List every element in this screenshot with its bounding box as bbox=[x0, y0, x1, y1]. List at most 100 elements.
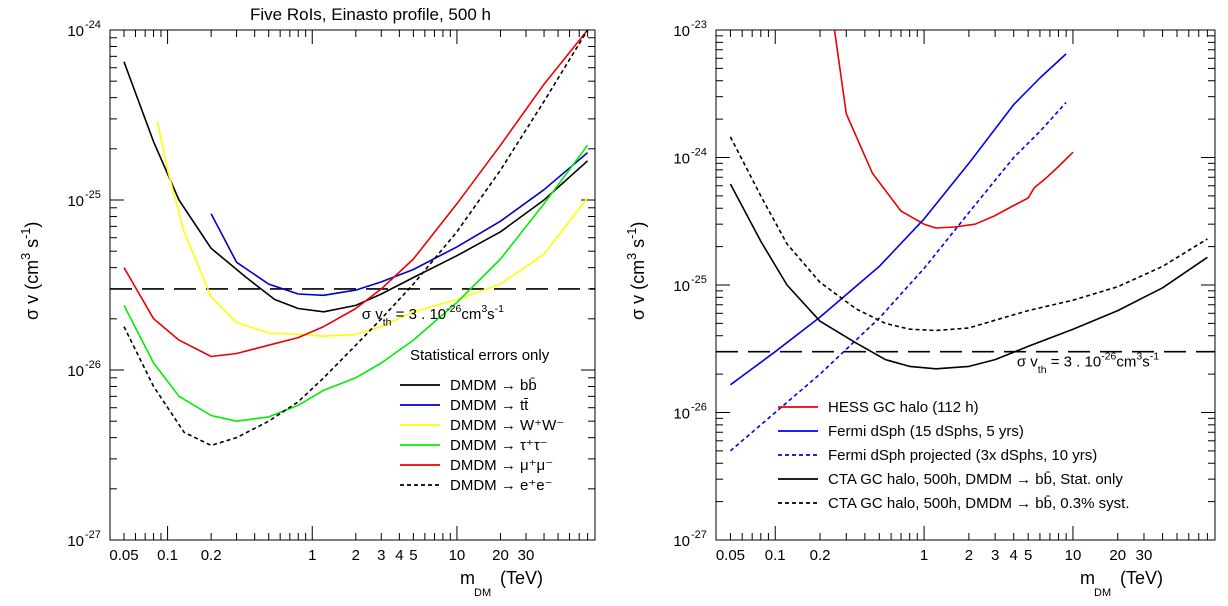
legend-title: Statistical errors only bbox=[410, 347, 550, 364]
y-tick-label: 10 bbox=[673, 406, 690, 423]
series-line-3 bbox=[729, 101, 1067, 452]
y-tick-label-exponent: -26 bbox=[691, 402, 707, 414]
y-axis-label-text-part-1: 3 bbox=[19, 253, 33, 260]
series-line-1 bbox=[833, 30, 1074, 229]
threshold-annotation-part-2: = 3 . 10 bbox=[392, 306, 447, 323]
x-axis-label-main: m bbox=[460, 568, 475, 588]
x-tick-label: 20 bbox=[1109, 547, 1126, 564]
x-axis-label-unit: (TeV) bbox=[1120, 568, 1163, 588]
series-line-2 bbox=[210, 151, 589, 297]
y-axis-label: σ v (cm3 s-1) bbox=[625, 222, 648, 320]
y-tick-label-exponent: -24 bbox=[691, 147, 707, 159]
series-line-1 bbox=[123, 61, 589, 313]
y-tick-label: 10 bbox=[673, 23, 690, 40]
y-tick-label-exponent: -23 bbox=[691, 19, 707, 31]
y-tick-label-exponent: -27 bbox=[85, 529, 101, 541]
x-axis-label-main: m bbox=[1080, 568, 1095, 588]
legend-label-1: HESS GC halo (112 h) bbox=[828, 399, 979, 416]
y-axis-label-text-part-1: 3 bbox=[625, 253, 639, 260]
series-group bbox=[729, 30, 1208, 452]
x-tick-label: 0.1 bbox=[157, 547, 178, 564]
y-axis-label-text-part-0: σ v (cm bbox=[628, 260, 648, 320]
x-axis-label: mDM (TeV) bbox=[460, 568, 543, 599]
legend-label-1: DMDM → bb̄ bbox=[450, 377, 537, 394]
x-tick-label: 0.05 bbox=[716, 547, 745, 564]
series-line-4 bbox=[123, 144, 589, 423]
x-tick-label: 30 bbox=[518, 547, 535, 564]
x-tick-label: 0.2 bbox=[201, 547, 222, 564]
x-axis-label-sub: DM bbox=[474, 587, 491, 599]
threshold-annotation-part-7: -1 bbox=[1150, 351, 1159, 363]
legend-label-4: DMDM → τ⁺τ⁻ bbox=[450, 437, 548, 454]
y-tick-label-exponent: -24 bbox=[85, 19, 101, 31]
y-axis-label-text-part-3: -1 bbox=[19, 228, 33, 239]
y-tick-label: 10 bbox=[67, 193, 84, 210]
x-tick-label: 4 bbox=[1010, 547, 1018, 564]
legend-label-2: DMDM → tt̄ bbox=[450, 397, 529, 414]
x-tick-label: 5 bbox=[409, 547, 417, 564]
y-tick-label: 10 bbox=[67, 533, 84, 550]
y-tick-label: 10 bbox=[67, 23, 84, 40]
threshold-annotation-part-6: s bbox=[487, 306, 495, 323]
x-tick-label: 10 bbox=[1065, 547, 1082, 564]
x-tick-label: 3 bbox=[991, 547, 999, 564]
threshold-annotation-part-1: th bbox=[1038, 364, 1047, 376]
x-tick-label: 3 bbox=[377, 547, 385, 564]
y-axis-label-text-part-4: ) bbox=[22, 222, 42, 228]
threshold-annotation-part-5: 3 bbox=[1136, 351, 1142, 363]
y-axis-label-text-part-0: σ v (cm bbox=[22, 260, 42, 320]
y-tick-label-exponent: -26 bbox=[85, 359, 101, 371]
x-tick-label: 30 bbox=[1136, 547, 1153, 564]
series-line-3 bbox=[156, 121, 589, 338]
threshold-annotation-part-1: th bbox=[383, 317, 392, 329]
threshold-annotation-part-0: σ v bbox=[362, 306, 383, 323]
x-tick-label: 0.1 bbox=[765, 547, 786, 564]
threshold-annotation-part-4: cm bbox=[461, 306, 481, 323]
threshold-annotation-part-3: -26 bbox=[446, 303, 461, 315]
y-tick-label: 10 bbox=[673, 533, 690, 550]
x-tick-label: 2 bbox=[352, 547, 360, 564]
x-axis-label-unit: (TeV) bbox=[500, 568, 543, 588]
x-tick-label: 1 bbox=[308, 547, 316, 564]
threshold-annotation-part-7: -1 bbox=[495, 303, 504, 315]
threshold-annotation-part-3: -26 bbox=[1101, 351, 1116, 363]
y-tick-label: 10 bbox=[673, 151, 690, 168]
y-tick-label-exponent: -25 bbox=[85, 189, 101, 201]
x-axis-label-sub: DM bbox=[1094, 587, 1111, 599]
series-line-4 bbox=[729, 183, 1208, 370]
legend: HESS GC halo (112 h) Fermi dSph (15 dSphs… bbox=[778, 399, 1130, 512]
series-line-5 bbox=[123, 30, 589, 358]
legend-label-6: DMDM → e⁺e⁻ bbox=[450, 477, 553, 494]
y-axis-label-text-part-3: -1 bbox=[625, 228, 639, 239]
series-line-6 bbox=[123, 30, 589, 447]
threshold-annotation: σ vth = 3 . 10-26cm3s-1 bbox=[1017, 351, 1159, 377]
plot-frame bbox=[109, 29, 596, 541]
legend-label-5: DMDM → μ⁺μ⁻ bbox=[450, 457, 553, 474]
chart-title: Five RoIs, Einasto profile, 500 h bbox=[250, 5, 491, 24]
threshold-annotation: σ vth = 3 . 10-26cm3s-1 bbox=[362, 303, 504, 329]
x-tick-label: 0.2 bbox=[810, 547, 831, 564]
y-tick-label: 10 bbox=[673, 278, 690, 295]
legend-label-3: Fermi dSph projected (3x dSphs, 10 yrs) bbox=[828, 447, 1097, 464]
y-axis-label-text: σ v (cm3 s-1) bbox=[625, 222, 648, 320]
y-tick-label: 10 bbox=[67, 363, 84, 380]
legend-label-3: DMDM → W⁺W⁻ bbox=[450, 417, 564, 434]
legend-label-2: Fermi dSph (15 dSphs, 5 yrs) bbox=[828, 423, 1024, 440]
y-axis-label-text-part-4: ) bbox=[628, 222, 648, 228]
legend-label-4: CTA GC halo, 500h, DMDM → bb̄, Stat. onl… bbox=[828, 471, 1123, 488]
legend: Statistical errors only DMDM → bb̄ DMDM → … bbox=[400, 347, 564, 494]
x-tick-label: 20 bbox=[492, 547, 509, 564]
x-tick-label: 10 bbox=[449, 547, 466, 564]
threshold-annotation-part-6: s bbox=[1142, 353, 1150, 370]
y-axis-label-text-part-2: s bbox=[628, 239, 648, 253]
y-tick-label-exponent: -27 bbox=[691, 529, 707, 541]
x-tick-label: 1 bbox=[920, 547, 928, 564]
series-line-5 bbox=[729, 136, 1208, 332]
x-tick-label: 4 bbox=[395, 547, 403, 564]
threshold-annotation-part-0: σ v bbox=[1017, 353, 1038, 370]
y-axis-label-text-part-2: s bbox=[22, 239, 42, 253]
threshold-annotation-part-4: cm bbox=[1116, 353, 1136, 370]
